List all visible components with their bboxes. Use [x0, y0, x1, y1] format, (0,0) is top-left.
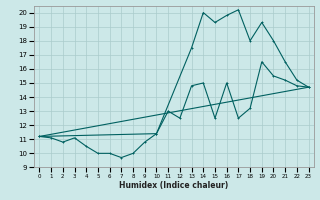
X-axis label: Humidex (Indice chaleur): Humidex (Indice chaleur): [119, 181, 229, 190]
